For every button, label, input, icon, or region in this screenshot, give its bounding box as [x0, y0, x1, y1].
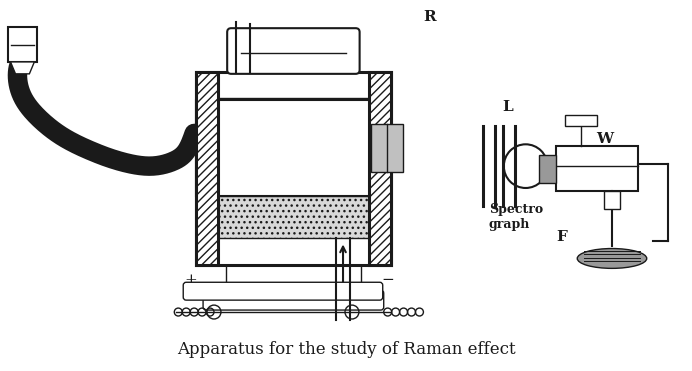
Bar [196, 196, 391, 237]
Bar [196, 98, 391, 139]
Text: F: F [556, 230, 567, 244]
Text: C: C [304, 149, 316, 163]
Ellipse shape [577, 249, 647, 268]
Text: −: − [381, 273, 394, 287]
Text: Apparatus for the study of Raman effect: Apparatus for the study of Raman effect [176, 341, 516, 358]
Bar [369, 72, 391, 265]
Text: L: L [502, 99, 513, 114]
Bar [538, 155, 556, 183]
Bar [196, 98, 391, 139]
Text: S: S [278, 283, 289, 297]
Polygon shape [10, 62, 35, 74]
Bar [196, 72, 218, 265]
Bar [196, 72, 218, 265]
Text: O: O [550, 157, 564, 171]
Text: graph: graph [489, 218, 530, 231]
FancyBboxPatch shape [203, 290, 384, 310]
Text: Spectro: Spectro [489, 203, 543, 216]
Bar [369, 72, 391, 265]
Text: +: + [185, 273, 197, 287]
Bar [556, 146, 638, 191]
FancyBboxPatch shape [183, 282, 383, 300]
Bar [604, 191, 620, 209]
Bar [371, 124, 403, 172]
Bar [196, 100, 391, 196]
Text: R: R [423, 10, 436, 24]
Bar [196, 72, 391, 265]
Bar [196, 196, 391, 237]
FancyBboxPatch shape [227, 28, 360, 74]
Text: W: W [596, 132, 613, 146]
Bar [8, 27, 37, 62]
Bar [565, 115, 597, 127]
